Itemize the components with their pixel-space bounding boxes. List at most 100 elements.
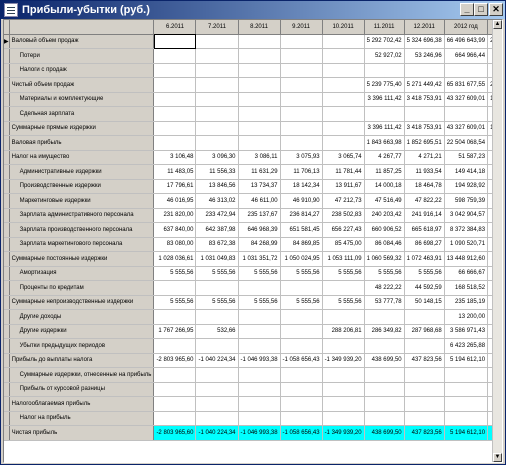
row-indicator[interactable]	[4, 106, 10, 122]
table-cell[interactable]	[322, 63, 365, 78]
table-cell[interactable]: -1 046 993,38	[238, 353, 281, 368]
table-cell[interactable]	[404, 396, 445, 412]
table-cell[interactable]	[280, 77, 323, 93]
table-cell[interactable]	[404, 106, 445, 122]
row-indicator[interactable]	[4, 121, 10, 136]
table-cell[interactable]: 3 396 111,42	[364, 92, 405, 107]
table-cell[interactable]	[195, 135, 239, 151]
table-row[interactable]: Чистая прибыль -2 803 965,60 -1 040 224,34…	[4, 425, 502, 441]
table-cell[interactable]: 1 767 266,95	[153, 324, 197, 339]
table-cell[interactable]	[238, 338, 281, 354]
table-cell[interactable]: 8 372 384,83	[444, 222, 489, 238]
table-cell[interactable]: 66 666,67	[444, 266, 489, 281]
column-header[interactable]: 12.2011	[404, 20, 445, 35]
table-cell[interactable]	[322, 309, 365, 325]
table-cell[interactable]: 3 396 111,42	[364, 121, 405, 136]
table-cell[interactable]: 11 631,29	[238, 164, 281, 180]
table-cell[interactable]	[280, 309, 323, 325]
table-cell[interactable]: 47 516,49	[364, 193, 405, 209]
table-cell[interactable]: 1 090 520,71	[444, 237, 489, 252]
row-indicator[interactable]	[4, 92, 10, 107]
table-cell[interactable]: 3 086,11	[238, 150, 281, 165]
table-cell[interactable]: 1 843 663,98	[364, 135, 405, 151]
table-row[interactable]: Другие издержки 1 767 266,95 532,66 288 206…	[4, 324, 502, 339]
table-cell[interactable]: 4 267,77	[364, 150, 405, 165]
scroll-up-arrow-icon[interactable]: ▲	[493, 20, 502, 29]
table-cell[interactable]	[153, 367, 197, 383]
row-indicator[interactable]	[4, 309, 10, 325]
column-header[interactable]: 9.2011	[280, 20, 323, 35]
table-cell[interactable]	[238, 367, 281, 383]
column-header[interactable]: 7.2011	[195, 20, 239, 35]
vertical-scrollbar[interactable]: ▲ ▼	[492, 20, 502, 462]
table-cell[interactable]	[280, 92, 323, 107]
row-indicator[interactable]	[4, 266, 10, 281]
table-cell[interactable]	[195, 382, 239, 397]
table-cell[interactable]: 51 587,23	[444, 150, 489, 165]
column-header[interactable]: 2012 год	[444, 20, 489, 35]
table-cell[interactable]: 5 194 612,10	[444, 353, 489, 368]
table-cell[interactable]	[404, 309, 445, 325]
table-cell[interactable]	[195, 34, 239, 49]
table-cell[interactable]: 1 031 351,72	[238, 251, 281, 267]
table-cell[interactable]: 3 042 904,57	[444, 208, 489, 223]
table-cell[interactable]: 47 212,73	[322, 193, 365, 209]
table-cell[interactable]	[238, 48, 281, 64]
column-header[interactable]: 8.2011	[238, 20, 281, 35]
table-cell[interactable]	[195, 77, 239, 93]
row-indicator[interactable]	[4, 425, 10, 441]
table-cell[interactable]	[153, 92, 197, 107]
table-cell[interactable]: 438 699,50	[364, 425, 405, 441]
table-cell[interactable]: 240 203,42	[364, 208, 405, 223]
table-cell[interactable]: 231 820,00	[153, 208, 197, 223]
table-cell[interactable]	[195, 411, 239, 426]
table-cell[interactable]	[364, 338, 405, 354]
table-cell[interactable]	[364, 309, 405, 325]
table-cell[interactable]: 5 292 702,42	[364, 34, 405, 49]
table-cell[interactable]: 437 823,56	[404, 353, 445, 368]
table-cell[interactable]	[404, 63, 445, 78]
table-cell[interactable]	[364, 106, 405, 122]
table-cell[interactable]	[280, 367, 323, 383]
table-cell[interactable]: 598 759,39	[444, 193, 489, 209]
table-cell[interactable]	[238, 77, 281, 93]
table-row[interactable]: Прибыль от курсовой разницы	[4, 382, 502, 397]
table-row[interactable]: Зарплата маркетингового персонала 83 080,…	[4, 237, 502, 252]
table-cell[interactable]: 437 823,56	[404, 425, 445, 441]
table-cell[interactable]: 5 324 696,38	[404, 34, 445, 49]
table-cell[interactable]: 3 096,30	[195, 150, 239, 165]
table-cell[interactable]: -1 040 224,34	[195, 353, 239, 368]
table-cell[interactable]	[322, 280, 365, 296]
table-cell[interactable]	[280, 48, 323, 64]
table-row[interactable]: Производственные издержки 17 796,61 13 846…	[4, 179, 502, 194]
table-cell[interactable]	[322, 396, 365, 412]
table-row[interactable]: Прибыль до выплаты налога -2 803 965,60 -1…	[4, 353, 502, 368]
table-cell[interactable]	[195, 338, 239, 354]
row-indicator[interactable]	[4, 48, 10, 64]
table-cell[interactable]	[238, 63, 281, 78]
table-cell[interactable]: 438 699,50	[364, 353, 405, 368]
table-cell[interactable]	[153, 135, 197, 151]
table-cell[interactable]	[238, 396, 281, 412]
table-cell[interactable]	[238, 280, 281, 296]
table-cell[interactable]	[238, 135, 281, 151]
table-cell[interactable]: 53 777,78	[364, 295, 405, 310]
table-cell[interactable]: -2 803 965,60	[153, 425, 197, 441]
table-cell[interactable]	[195, 280, 239, 296]
table-cell[interactable]: 1 028 036,61	[153, 251, 197, 267]
table-cell[interactable]	[280, 106, 323, 122]
table-cell[interactable]	[322, 367, 365, 383]
table-cell[interactable]: 86 084,46	[364, 237, 405, 252]
table-cell[interactable]	[444, 382, 489, 397]
table-cell[interactable]	[153, 338, 197, 354]
table-cell[interactable]	[153, 34, 197, 49]
table-cell[interactable]: 5 555,56	[322, 295, 365, 310]
table-cell[interactable]	[195, 121, 239, 136]
table-cell[interactable]: 5 271 449,42	[404, 77, 445, 93]
table-cell[interactable]: 22 504 068,54	[444, 135, 489, 151]
table-cell[interactable]: 194 928,92	[444, 179, 489, 194]
table-cell[interactable]: 656 227,43	[322, 222, 365, 238]
table-cell[interactable]: 5 555,56	[153, 266, 197, 281]
table-cell[interactable]: 5 555,56	[195, 266, 239, 281]
table-cell[interactable]: 85 475,00	[322, 237, 365, 252]
